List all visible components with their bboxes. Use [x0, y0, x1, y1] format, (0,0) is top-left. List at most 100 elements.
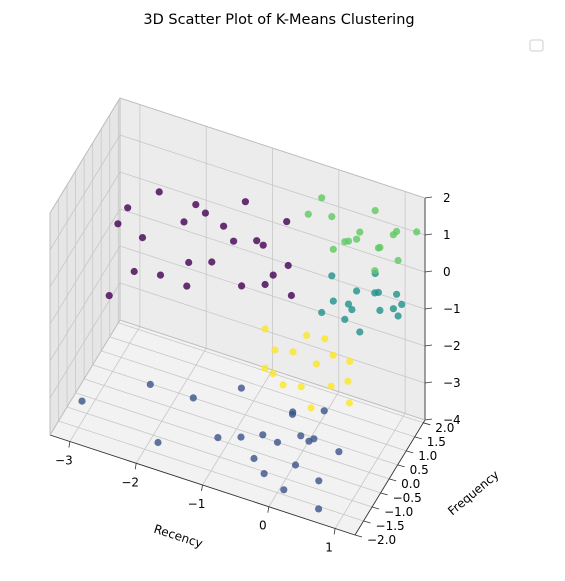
data-point-cluster-2: [341, 315, 349, 323]
legend-box: [529, 39, 544, 52]
grid-line-x-floor: [334, 413, 406, 529]
data-point-cluster-3: [394, 256, 402, 265]
x-tick: [134, 463, 137, 470]
data-point-cluster-4: [261, 364, 269, 372]
x-tick: [333, 528, 336, 535]
data-point-cluster-4: [303, 331, 311, 339]
data-point-cluster-0: [284, 261, 292, 270]
grid-line-y-floor: [101, 350, 407, 452]
y-tick: [406, 450, 414, 454]
data-point-cluster-0: [230, 237, 238, 245]
x-tick-label: −2: [121, 475, 139, 489]
x-tick-label: 1: [325, 540, 333, 554]
data-point-cluster-2: [328, 272, 336, 280]
data-point-cluster-3: [376, 243, 384, 252]
data-point-cluster-0: [155, 188, 163, 196]
data-point-cluster-4: [312, 360, 320, 368]
data-point-cluster-2: [356, 328, 364, 336]
data-point-cluster-0: [261, 280, 269, 289]
z-tick-label: 2: [443, 191, 451, 205]
z-tick: [424, 307, 433, 310]
grid-line-x-floor: [69, 326, 141, 442]
z-tick-label: −3: [443, 376, 461, 390]
data-point-cluster-1: [250, 454, 258, 463]
x-tick: [267, 506, 270, 513]
data-point-cluster-1: [154, 438, 162, 447]
pane-edge: [119, 319, 426, 421]
grid-line-z-back: [119, 282, 426, 384]
data-point-cluster-4: [321, 335, 329, 343]
data-point-cluster-4: [289, 348, 297, 356]
chart-title: 3D Scatter Plot of K-Means Clustering: [143, 12, 414, 28]
data-point-cluster-0: [220, 222, 228, 230]
z-tick: [424, 233, 433, 236]
data-point-cluster-4: [269, 370, 277, 378]
data-point-cluster-3: [353, 235, 361, 243]
data-point-cluster-1: [291, 461, 300, 469]
data-point-cluster-4: [307, 404, 315, 412]
data-point-cluster-0: [180, 218, 188, 226]
data-point-cluster-0: [183, 282, 191, 290]
data-point-cluster-1: [78, 397, 86, 405]
data-point-cluster-0: [269, 271, 277, 279]
pane-edge: [119, 97, 426, 199]
data-point-cluster-0: [105, 292, 113, 300]
data-point-cluster-3: [318, 194, 326, 202]
z-tick-label: −1: [443, 302, 461, 316]
data-point-cluster-3: [341, 238, 349, 246]
y-tick: [389, 478, 397, 482]
data-point-cluster-3: [413, 228, 421, 236]
data-point-cluster-2: [394, 312, 402, 320]
data-point-cluster-2: [329, 297, 337, 305]
grid-line-y-floor: [58, 420, 364, 522]
grid-line-z-left: [49, 171, 121, 288]
z-tick: [424, 270, 433, 273]
y-tick-label: −1.0: [384, 505, 413, 519]
grid-lines: [49, 97, 426, 536]
data-point-cluster-0: [156, 271, 165, 279]
axis-ticks: −3−2−101−2.0−1.5−1.0−0.50.00.51.01.52.0−…: [55, 191, 461, 554]
data-point-cluster-0: [192, 201, 200, 209]
data-point-cluster-4: [344, 377, 352, 385]
data-point-cluster-0: [201, 209, 209, 217]
data-point-cluster-2: [398, 300, 406, 308]
data-point-cluster-0: [114, 220, 122, 228]
data-point-cluster-3: [328, 213, 336, 221]
y-tick-label: −2.0: [367, 533, 396, 547]
x-tick-label: −1: [188, 497, 206, 511]
data-point-cluster-0: [259, 241, 267, 249]
y-tick: [397, 464, 405, 468]
data-point-cluster-1: [315, 477, 323, 485]
grid-line-z-back: [119, 134, 426, 236]
data-point-cluster-2: [348, 306, 356, 314]
data-point-cluster-1: [146, 380, 154, 388]
data-point-cluster-0: [138, 234, 147, 242]
data-point-cluster-1: [273, 438, 282, 446]
data-point-cluster-2: [376, 306, 384, 314]
z-tick: [424, 196, 433, 199]
data-point-cluster-0: [283, 218, 291, 226]
y-tick: [371, 506, 380, 510]
z-tick: [424, 418, 433, 421]
y-tick-label: 1.5: [427, 435, 446, 449]
grid-line-z-left: [49, 134, 121, 251]
data-point-cluster-0: [253, 237, 261, 245]
y-tick: [380, 492, 388, 496]
data-point-cluster-4: [327, 382, 335, 390]
y-tick: [414, 436, 422, 440]
z-tick: [424, 344, 433, 347]
data-point-cluster-2: [371, 289, 379, 297]
data-point-cluster-2: [389, 305, 397, 313]
grid-line-z-left: [49, 208, 121, 325]
data-point-cluster-1: [214, 434, 222, 442]
grid-line-z-back: [119, 245, 426, 347]
data-point-cluster-1: [335, 448, 343, 456]
data-point-cluster-1: [320, 407, 328, 415]
z-tick-label: 0: [443, 265, 451, 279]
y-tick-label: 0.0: [401, 477, 420, 491]
x-tick: [201, 484, 203, 492]
grid-line-z-left: [49, 282, 121, 399]
axis-panes: [50, 98, 425, 535]
